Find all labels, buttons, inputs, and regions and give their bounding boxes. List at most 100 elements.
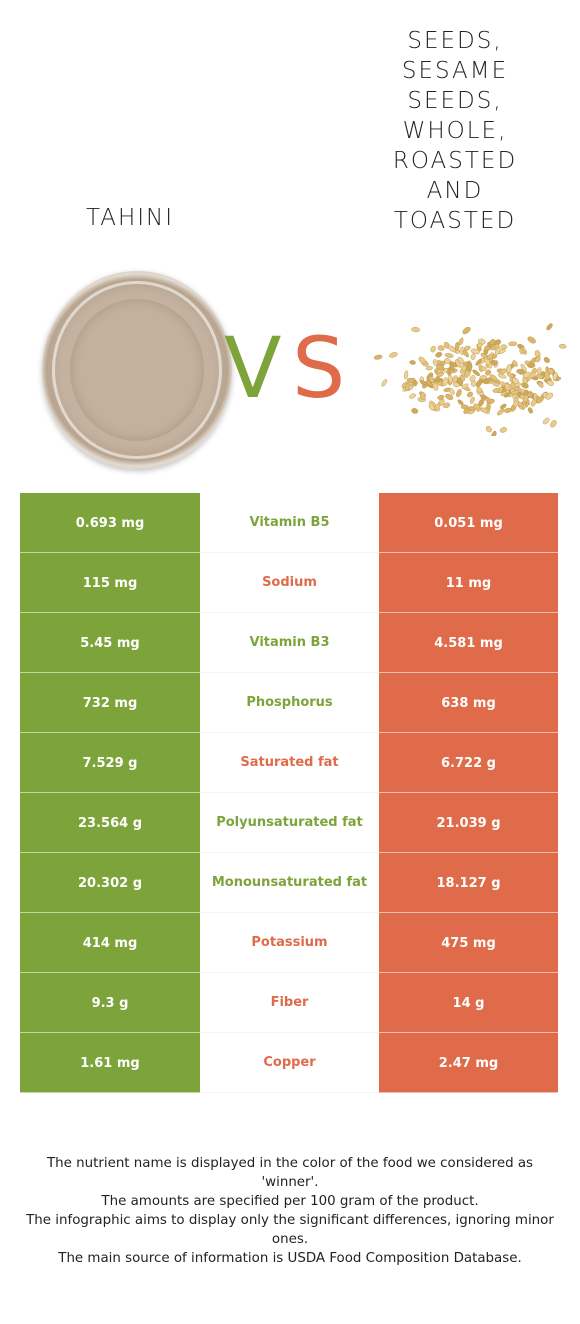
sesame-seed [442, 402, 451, 408]
sesame-seed [455, 359, 462, 368]
sesame-seed [484, 377, 491, 385]
sesame-seed [520, 363, 527, 372]
sesame-seed [449, 364, 455, 372]
right-value: 18.127 g [379, 853, 558, 913]
right-value: 2.47 mg [379, 1033, 558, 1093]
nutrient-name: Fiber [200, 973, 379, 1033]
sesame-seed [437, 394, 445, 400]
sesame-seed [477, 338, 486, 345]
left-value: 9.3 g [20, 973, 200, 1033]
sesame-seed [467, 391, 473, 398]
right-value: 4.581 mg [379, 613, 558, 673]
sesame-seed [444, 353, 454, 358]
sesame-seed [442, 377, 449, 386]
left-value: 23.564 g [20, 793, 200, 853]
table-row: 1.61 mg Copper 2.47 mg [20, 1033, 558, 1093]
sesame-seed [436, 371, 445, 377]
table-row: 732 mg Phosphorus 638 mg [20, 673, 558, 733]
sesame-seed [449, 388, 455, 395]
sesame-seed [490, 360, 498, 366]
sesame-seed [494, 347, 501, 356]
footnote-line: The infographic aims to display only the… [26, 1213, 554, 1247]
sesame-seed [462, 349, 469, 358]
right-value: 6.722 g [379, 733, 558, 793]
sesame-seed [418, 356, 426, 364]
footnote-line: The nutrient name is displayed in the co… [46, 1156, 534, 1190]
sesame-seed [485, 369, 492, 376]
table-row: 9.3 g Fiber 14 g [20, 973, 558, 1033]
sesame-seed [506, 364, 512, 374]
sesame-seed [536, 396, 544, 404]
footnote: The nutrient name is displayed in the co… [20, 1154, 560, 1268]
sesame-seed [496, 408, 505, 416]
table-row: 20.302 g Monounsaturated fat 18.127 g [20, 853, 558, 913]
sesame-seed [506, 372, 514, 379]
sesame-seed [527, 362, 536, 369]
nutrient-name: Potassium [200, 913, 379, 973]
left-food-title: Tahini [85, 205, 175, 231]
tahini-jar-image [42, 271, 232, 469]
sesame-seed [409, 393, 416, 399]
sesame-seed [545, 392, 554, 400]
sesame-seed [432, 359, 438, 366]
sesame-seed [435, 351, 443, 358]
left-value: 5.45 mg [20, 613, 200, 673]
sesame-seed [489, 338, 496, 346]
sesame-seed [389, 352, 398, 358]
table-row: 23.564 g Polyunsaturated fat 21.039 g [20, 793, 558, 853]
sesame-seed [543, 357, 550, 363]
left-value: 7.529 g [20, 733, 200, 793]
sesame-seed [381, 379, 388, 387]
sesame-seed [479, 375, 487, 380]
sesame-seed [529, 371, 536, 378]
sesame-seed [469, 375, 476, 382]
sesame-seed [542, 417, 550, 425]
sesame-seed [452, 381, 460, 388]
sesame-seed [522, 394, 529, 403]
sesame-seed [500, 344, 508, 350]
sesame-seed [522, 371, 531, 379]
sesame-seed [522, 377, 528, 384]
sesame-seed [437, 345, 445, 351]
sesame-seed [558, 343, 567, 349]
sesame-seed [537, 381, 544, 388]
sesame-seed [546, 323, 553, 331]
sesame-seed [428, 403, 435, 411]
sesame-seed [535, 355, 541, 363]
sesame-seed [485, 426, 492, 433]
sesame-seed [406, 377, 415, 383]
sesame-seed [527, 407, 533, 414]
sesame-seed [457, 399, 464, 406]
footnote-line: The amounts are specified per 100 gram o… [101, 1194, 479, 1209]
sesame-seed [486, 402, 491, 411]
sesame-seed [478, 399, 484, 406]
sesame-seed [546, 380, 554, 386]
nutrient-name: Copper [200, 1033, 379, 1093]
sesame-seed [404, 370, 409, 380]
sesame-seed [489, 374, 498, 382]
sesame-seed [461, 383, 469, 390]
sesame-seed [544, 370, 550, 380]
left-value: 20.302 g [20, 853, 200, 913]
sesame-seed [486, 352, 494, 360]
sesame-seed [476, 379, 483, 388]
sesame-seed [500, 403, 507, 410]
sesame-seed [420, 392, 426, 400]
sesame-seed [448, 374, 453, 384]
sesame-seed [464, 370, 471, 378]
sesame-seed [472, 369, 481, 376]
sesame-seed [470, 396, 475, 404]
left-value: 0.693 mg [20, 493, 200, 553]
right-value: 14 g [379, 973, 558, 1033]
sesame-seed [373, 354, 383, 360]
sesame-seed [527, 336, 536, 344]
left-value: 1.61 mg [20, 1033, 200, 1093]
nutrient-name: Sodium [200, 553, 379, 613]
sesame-seed [511, 389, 520, 396]
sesame-seed [462, 326, 471, 335]
sesame-seed [456, 389, 462, 398]
table-row: 0.693 mg Vitamin B5 0.051 mg [20, 493, 558, 553]
table-row: 414 mg Potassium 475 mg [20, 913, 558, 973]
sesame-seed [432, 382, 439, 391]
sesame-seed [470, 353, 476, 360]
